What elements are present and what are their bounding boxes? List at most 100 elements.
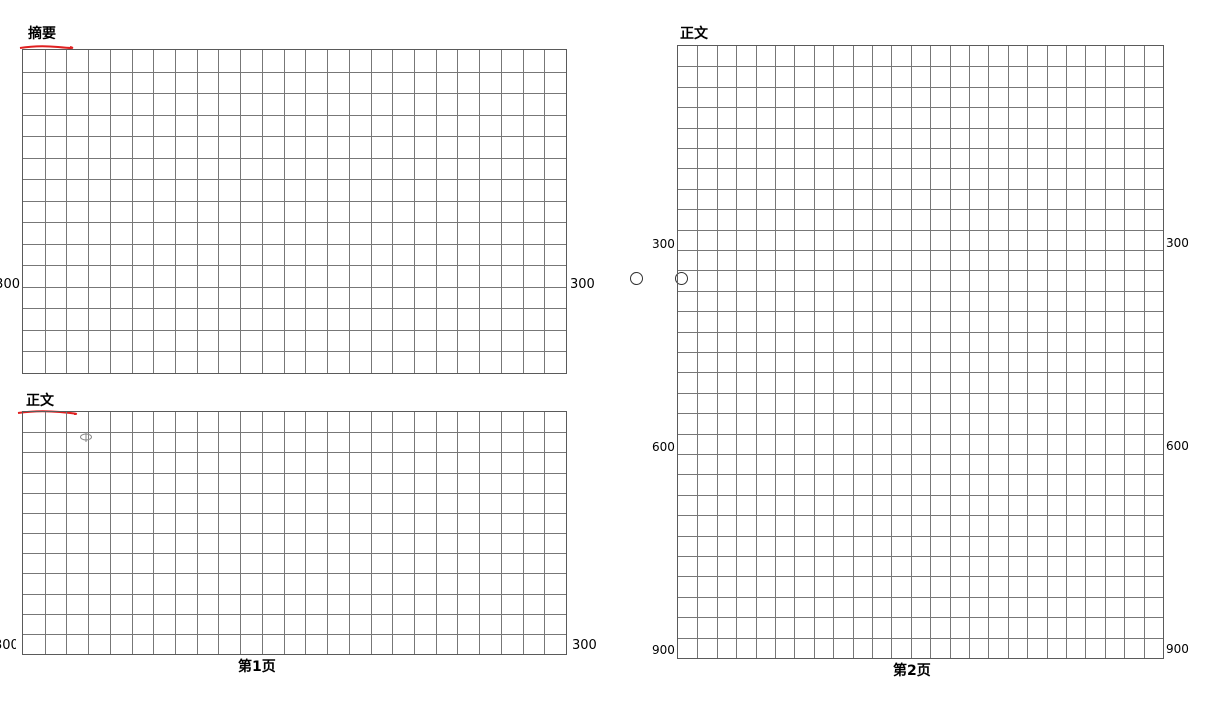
page2-right-900: 900 — [1166, 642, 1189, 656]
grid-row-line — [23, 222, 566, 223]
grid-row-line — [678, 413, 1163, 414]
grid-column-line — [414, 50, 415, 373]
grid-row-line — [678, 372, 1163, 373]
grid-row-line — [23, 72, 566, 73]
page2-left-300: 300 — [652, 237, 675, 251]
grid-row-line — [678, 189, 1163, 190]
grid-row-line — [678, 393, 1163, 394]
grid-row-line — [678, 474, 1163, 475]
grid-column-line — [436, 50, 437, 373]
grid-row-line — [23, 136, 566, 137]
grid-row-line — [678, 495, 1163, 496]
grid-row-line — [678, 168, 1163, 169]
grid-row-line — [678, 536, 1163, 537]
grid-column-line — [153, 50, 154, 373]
page2-right-600: 600 — [1166, 439, 1189, 453]
grid-column-line — [175, 50, 176, 373]
abstract-right-count: 300 — [570, 277, 595, 292]
grid-column-line — [66, 50, 67, 373]
grid-row-line — [23, 330, 566, 331]
grid-row-line — [678, 209, 1163, 210]
grid-row-line — [678, 66, 1163, 67]
body-left-count: 300 — [0, 639, 16, 653]
grid-column-line — [305, 50, 306, 373]
grid-row-line — [23, 244, 566, 245]
grid-row-line — [678, 270, 1163, 271]
grid-row-line — [23, 308, 566, 309]
grid-column-line — [371, 50, 372, 373]
page1-label: 第1页 — [238, 659, 276, 675]
grid-row-line — [23, 553, 566, 554]
grid-row-line — [678, 128, 1163, 129]
grid-column-line — [197, 50, 198, 373]
page2-body-label: 正文 — [680, 26, 708, 42]
grid-column-line — [457, 50, 458, 373]
grid-row-line — [678, 107, 1163, 108]
grid-column-line — [479, 50, 480, 373]
grid-column-line — [45, 50, 46, 373]
grid-row-line — [678, 230, 1163, 231]
grid-row-line — [23, 452, 566, 453]
grid-row-line — [678, 556, 1163, 557]
grid-column-line — [392, 50, 393, 373]
circle-mark-right — [675, 272, 688, 285]
grid-row-line — [23, 115, 566, 116]
grid-row-line — [678, 87, 1163, 88]
grid-column-line — [284, 50, 285, 373]
body-right-count: 300 — [572, 638, 597, 653]
grid-row-line — [678, 638, 1163, 639]
grid-row-line — [678, 434, 1163, 435]
grid-row-line — [23, 179, 566, 180]
grid-column-line — [110, 50, 111, 373]
circle-mark-left — [630, 272, 643, 285]
grid-row-line — [678, 250, 1163, 251]
abstract-left-count: 300 — [0, 278, 20, 292]
grid-row-line — [23, 432, 566, 433]
grid-row-line — [23, 201, 566, 202]
abstract-red-underline — [19, 45, 74, 49]
grid-row-line — [678, 352, 1163, 353]
body-grid-page2 — [677, 45, 1164, 659]
grid-row-line — [23, 634, 566, 635]
grid-column-line — [240, 50, 241, 373]
grid-column-line — [327, 50, 328, 373]
abstract-grid — [22, 49, 567, 374]
grid-row-line — [23, 265, 566, 266]
grid-row-line — [23, 533, 566, 534]
grid-column-line — [218, 50, 219, 373]
grid-row-line — [678, 576, 1163, 577]
grid-column-line — [501, 50, 502, 373]
grid-column-line — [132, 50, 133, 373]
grid-row-line — [23, 594, 566, 595]
grid-column-line — [544, 50, 545, 373]
cursor-icon — [80, 432, 92, 442]
grid-row-line — [678, 148, 1163, 149]
grid-row-line — [23, 158, 566, 159]
page2-left-900: 900 — [652, 643, 675, 657]
grid-row-line — [23, 287, 566, 288]
grid-row-line — [678, 454, 1163, 455]
grid-column-line — [349, 50, 350, 373]
grid-column-line — [262, 50, 263, 373]
page2-left-600: 600 — [652, 440, 675, 454]
grid-row-line — [23, 93, 566, 94]
grid-row-line — [678, 597, 1163, 598]
page2-label: 第2页 — [893, 663, 931, 679]
grid-column-line — [88, 50, 89, 373]
page2-right-300: 300 — [1166, 236, 1189, 250]
grid-row-line — [23, 473, 566, 474]
body-grid-page1 — [22, 411, 567, 655]
grid-row-line — [23, 573, 566, 574]
grid-row-line — [23, 614, 566, 615]
grid-row-line — [678, 291, 1163, 292]
grid-row-line — [678, 617, 1163, 618]
grid-row-line — [23, 351, 566, 352]
grid-column-line — [523, 50, 524, 373]
grid-row-line — [678, 515, 1163, 516]
grid-row-line — [678, 332, 1163, 333]
abstract-label: 摘要 — [28, 26, 56, 42]
body-label: 正文 — [26, 393, 54, 409]
grid-row-line — [23, 513, 566, 514]
grid-row-line — [678, 311, 1163, 312]
grid-row-line — [23, 493, 566, 494]
